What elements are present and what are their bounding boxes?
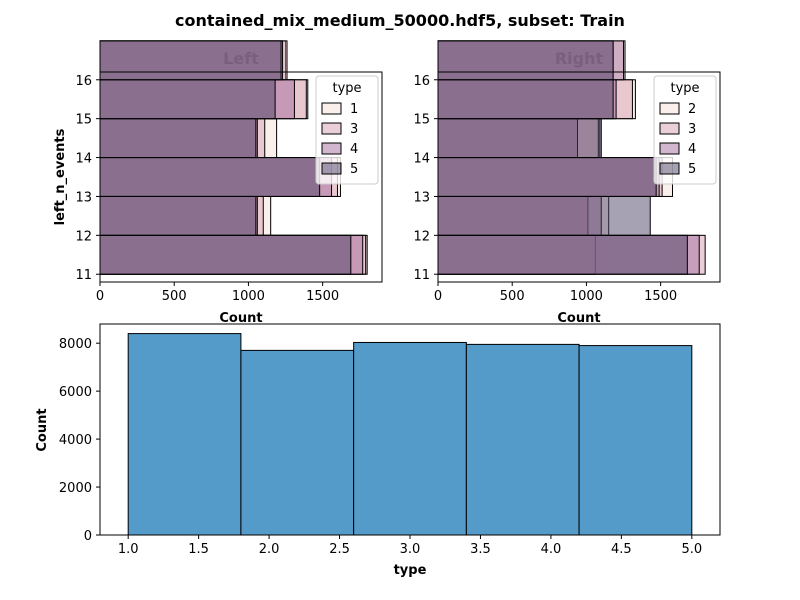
left-y-tick-label: 11 [75,268,92,283]
type-y-tick-label: 2000 [59,481,92,496]
type-bar-3 [353,341,467,536]
left-x-tick-label: 0 [96,289,104,304]
right-legend-label-2: 2 [688,102,696,117]
right-legend-label-4: 4 [688,142,696,157]
right-legend-swatch-5 [659,162,680,175]
left-bar-type5-12 [99,195,257,236]
left-legend-label-4: 4 [350,142,358,157]
left-legend-label-3: 3 [350,122,358,137]
left-x-tick-label: 1000 [232,289,265,304]
right-x-tick-label: 1000 [570,289,603,304]
left-legend-swatch-5 [321,162,342,175]
right-x-tick-label: 0 [434,289,442,304]
left-x-tick-label: 1500 [306,289,339,304]
right-bar-type5-15 [437,79,614,120]
right-y-tick-label: 14 [413,152,430,167]
type-bar-2 [240,349,355,536]
left-bar-type5-11 [99,234,352,275]
left-legend-swatch-4 [321,142,342,155]
left-bar-type5-13 [99,157,321,197]
right-y-tick-label: 12 [413,229,430,244]
right-x-tick-label: 500 [500,289,525,304]
right-y-tick-label: 15 [413,113,430,128]
left-y-tick-label: 16 [75,74,92,89]
right-legend: type 2 3 4 5 [653,75,717,185]
left-y-tick-label: 14 [75,152,92,167]
right-bar-type5-14 [437,118,602,159]
type-plot-area [127,333,693,536]
type-y-tick-label: 4000 [59,433,92,448]
right-histogram-axes: Right Count 050010001500111213141516type… [413,40,721,326]
left-y-axis-label: left_n_events [53,128,68,225]
type-x-tick-label: 1.0 [118,542,139,557]
right-legend-title: type [670,81,699,96]
left-y-tick-label: 12 [75,229,92,244]
type-x-tick-label: 3.0 [400,542,421,557]
right-legend-label-5: 5 [688,162,696,177]
type-x-tick-label: 3.5 [470,542,491,557]
right-x-tick-label: 1500 [644,289,677,304]
right-legend-swatch-4 [659,142,680,155]
right-y-tick-label: 16 [413,74,430,89]
bottom-x-axis-label: type [394,563,427,578]
type-y-tick-label: 0 [84,529,92,544]
left-legend-label-1: 1 [350,102,358,117]
type-bar-5 [578,345,693,536]
figure-title: contained_mix_medium_50000.hdf5, subset:… [175,11,625,30]
right-bar-type5-12 [437,195,651,236]
type-y-tick-label: 6000 [59,385,92,400]
type-y-tick-label: 8000 [59,337,92,352]
left-x-tick-label: 500 [162,289,187,304]
type-histogram-axes: type Count 1.0 1.5 2.0 2.5 3.0 3.5 4.0 4.5 5.0 0 2… [35,323,721,578]
bottom-y-axis-label: Count [35,408,50,451]
left-histogram-axes: Left Count left_n_events 050010001500111… [53,40,383,326]
right-x-axis-label: Count [557,311,600,326]
type-x-tick-label: 2.5 [329,542,350,557]
type-x-tick-label: 4.0 [541,542,562,557]
left-legend-label-5: 5 [350,162,358,177]
left-bar-type5-15 [99,79,276,120]
type-x-tick-label: 4.5 [611,542,632,557]
right-bar-type5-16 [437,40,614,81]
left-bar-type5-16 [99,40,282,81]
type-x-tick-label: 5.0 [681,542,702,557]
type-x-tick-label: 2.0 [259,542,280,557]
right-axes-frame [437,71,721,283]
type-x-tick-label: 1.5 [188,542,209,557]
left-legend-title: type [332,81,361,96]
left-x-axis-label: Count [219,311,262,326]
right-y-tick-label: 13 [413,190,430,205]
left-y-tick-label: 15 [75,113,92,128]
right-legend-swatch-3 [659,122,680,135]
right-bar-type5-11 [437,234,688,275]
type-bar-1 [127,333,242,536]
left-bar-type5-14 [99,118,257,159]
left-plot-area [99,40,368,275]
left-legend: type 1 3 4 5 [315,75,379,185]
right-bar-type5-13 [437,157,657,197]
left-y-tick-label: 13 [75,190,92,205]
right-legend-swatch-2 [659,102,680,115]
right-y-tick-label: 11 [413,268,430,283]
left-legend-swatch-3 [321,122,342,135]
left-legend-swatch-1 [321,102,342,115]
right-legend-label-3: 3 [688,122,696,137]
left-axes-frame [99,71,383,283]
type-bar-4 [465,343,580,536]
